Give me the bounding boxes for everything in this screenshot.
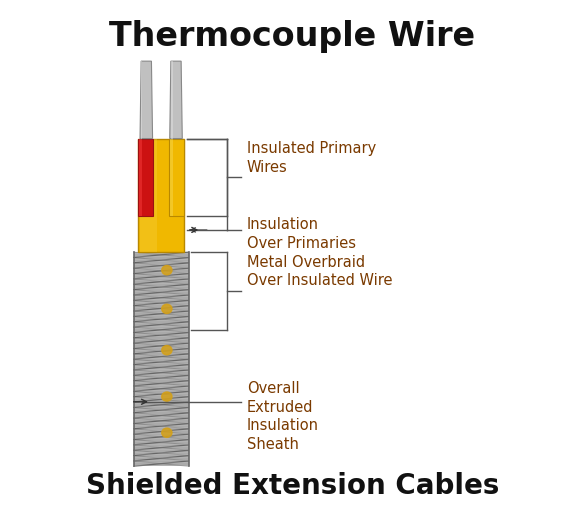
Text: Overall
Extruded
Insulation
Sheath: Overall Extruded Insulation Sheath [247, 381, 319, 452]
Polygon shape [138, 138, 153, 216]
Circle shape [161, 392, 172, 401]
Text: Metal Overbraid
Over Insulated Wire: Metal Overbraid Over Insulated Wire [247, 255, 393, 288]
Polygon shape [138, 138, 184, 252]
Text: Insulated Primary
Wires: Insulated Primary Wires [247, 141, 376, 175]
Circle shape [161, 266, 172, 275]
Text: Insulation
Over Primaries: Insulation Over Primaries [247, 217, 356, 251]
Polygon shape [170, 138, 173, 216]
Polygon shape [169, 138, 184, 216]
Polygon shape [140, 138, 157, 252]
Text: Shielded Extension Cables: Shielded Extension Cables [86, 472, 499, 500]
Polygon shape [139, 138, 142, 216]
Polygon shape [170, 61, 183, 138]
Polygon shape [140, 61, 153, 138]
Polygon shape [134, 252, 188, 466]
Polygon shape [171, 61, 173, 138]
Circle shape [161, 304, 172, 314]
Circle shape [161, 346, 172, 355]
Circle shape [161, 428, 172, 437]
Text: Thermocouple Wire: Thermocouple Wire [109, 20, 476, 53]
Polygon shape [140, 61, 142, 138]
